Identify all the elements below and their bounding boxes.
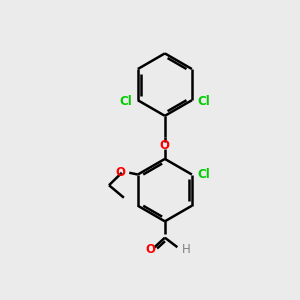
Text: H: H (182, 243, 190, 256)
Text: O: O (160, 139, 170, 152)
Text: Cl: Cl (197, 95, 210, 108)
Text: O: O (145, 243, 155, 256)
Text: Cl: Cl (197, 168, 210, 181)
Text: Cl: Cl (120, 95, 133, 108)
Text: O: O (116, 166, 125, 179)
